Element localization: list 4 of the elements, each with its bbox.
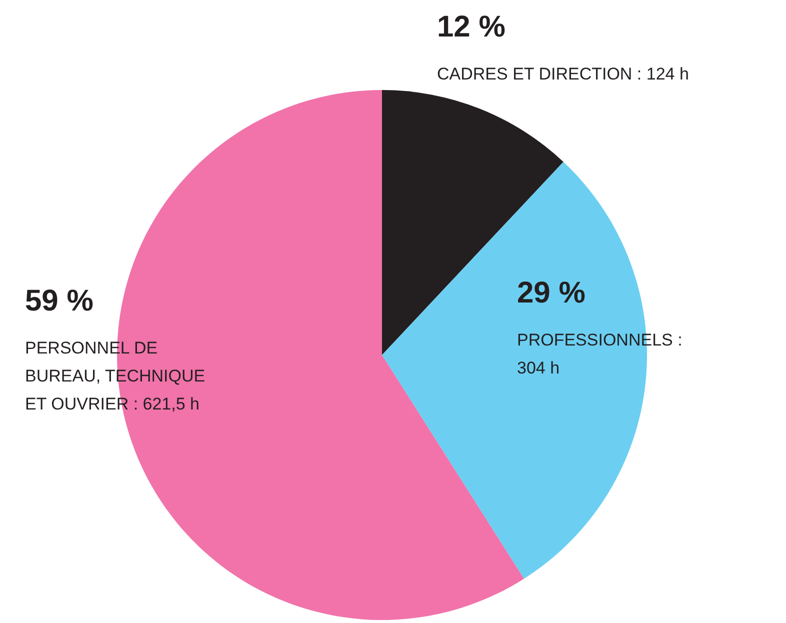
data-label: 29 % bbox=[517, 276, 586, 310]
data-label: 59 % bbox=[25, 284, 94, 318]
data-label: 12 % bbox=[437, 10, 506, 44]
slice-label: CADRES ET DIRECTION : 124 h bbox=[437, 64, 689, 84]
